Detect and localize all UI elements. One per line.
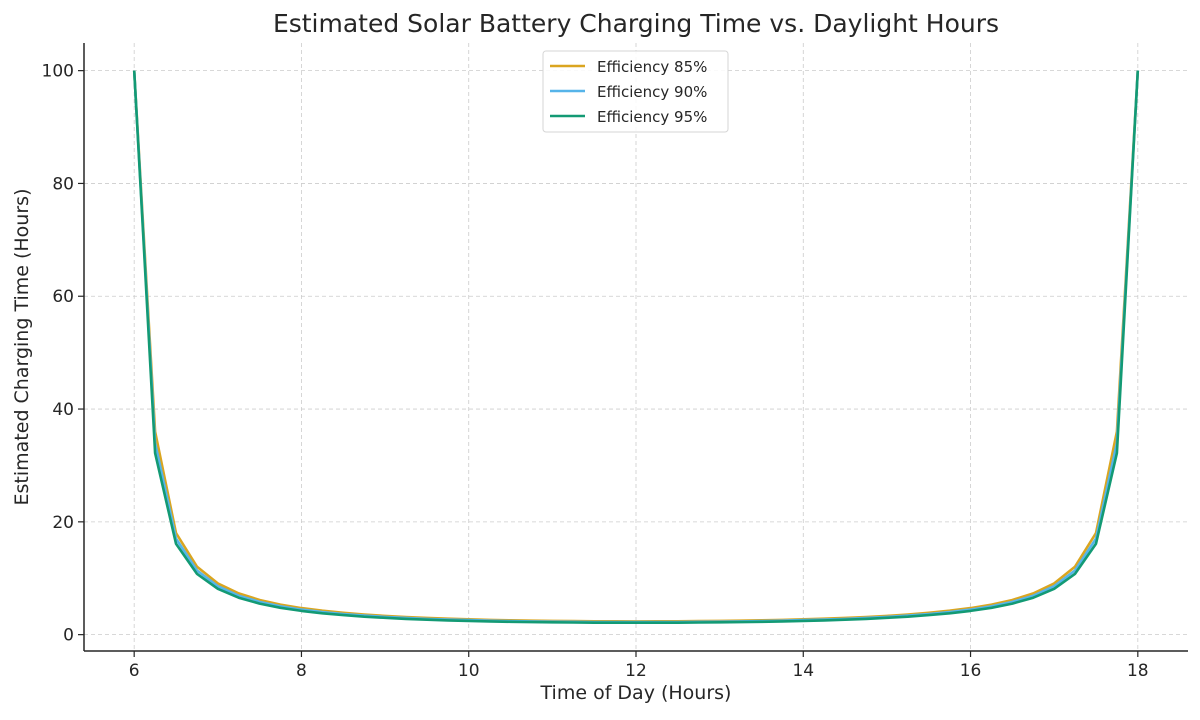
legend: Efficiency 85% Efficiency 90% Efficiency 9… bbox=[542, 50, 729, 133]
x-tick-label: 10 bbox=[458, 661, 480, 681]
x-tick-label: 8 bbox=[296, 661, 307, 681]
x-tick-label: 16 bbox=[960, 661, 982, 681]
y-tick-label: 80 bbox=[52, 174, 74, 194]
y-axis-label: Estimated Charging Time (Hours) bbox=[11, 189, 33, 506]
grid bbox=[84, 43, 1188, 651]
y-tick-label: 0 bbox=[63, 626, 74, 646]
ticks: 6 8 10 12 14 16 18 0 20 40 60 80 100 bbox=[42, 62, 1149, 681]
x-tick-label: 12 bbox=[625, 661, 647, 681]
x-tick-label: 14 bbox=[792, 661, 814, 681]
y-tick-label: 20 bbox=[52, 513, 74, 533]
series-lines bbox=[132, 70, 1140, 624]
chart-title: Estimated Solar Battery Charging Time vs… bbox=[273, 9, 999, 38]
y-tick-label: 60 bbox=[52, 287, 74, 307]
legend-box bbox=[542, 50, 729, 133]
legend-label: Efficiency 85% bbox=[597, 58, 707, 76]
x-tick-label: 18 bbox=[1127, 661, 1149, 681]
series-line-efficiency-95- bbox=[132, 70, 1140, 624]
legend-label: Efficiency 90% bbox=[597, 83, 707, 101]
x-tick-label: 6 bbox=[129, 661, 140, 681]
y-tick-label: 100 bbox=[42, 62, 74, 82]
y-tick-label: 40 bbox=[52, 400, 74, 420]
legend-label: Efficiency 95% bbox=[597, 108, 707, 126]
x-axis-label: Time of Day (Hours) bbox=[540, 682, 732, 704]
